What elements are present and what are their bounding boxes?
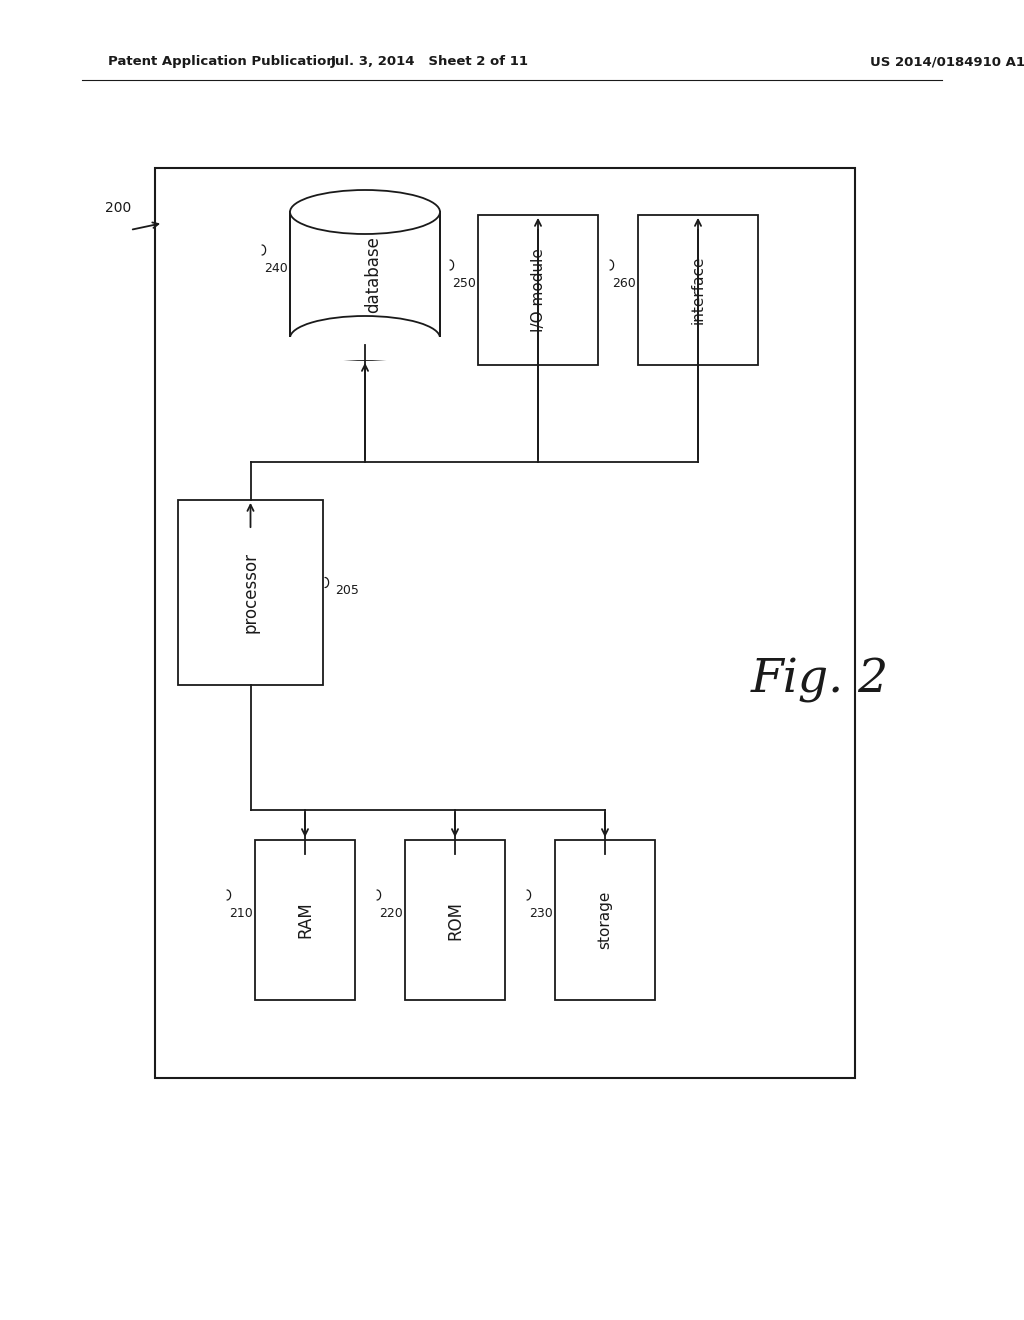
- Bar: [555, 840, 655, 1001]
- Text: processor: processor: [242, 552, 259, 634]
- Bar: [155, 168, 855, 1078]
- Ellipse shape: [290, 190, 440, 234]
- Bar: [478, 215, 598, 366]
- Text: Patent Application Publication: Patent Application Publication: [108, 55, 336, 69]
- Text: 230: 230: [529, 907, 553, 920]
- Text: 200: 200: [104, 201, 131, 215]
- Text: 260: 260: [612, 277, 636, 290]
- Text: database: database: [364, 236, 382, 313]
- Text: Fig. 2: Fig. 2: [751, 657, 889, 702]
- Text: 240: 240: [264, 261, 288, 275]
- Text: interface: interface: [690, 256, 706, 325]
- Text: I/O module: I/O module: [530, 248, 546, 331]
- Bar: [406, 840, 505, 1001]
- Text: RAM: RAM: [296, 902, 314, 939]
- Bar: [289, 337, 441, 360]
- Ellipse shape: [290, 315, 440, 360]
- Text: US 2014/0184910 A1: US 2014/0184910 A1: [870, 55, 1024, 69]
- Bar: [178, 500, 323, 685]
- Text: storage: storage: [597, 891, 612, 949]
- Text: 205: 205: [335, 585, 358, 598]
- Text: 210: 210: [229, 907, 253, 920]
- Text: 220: 220: [379, 907, 402, 920]
- Bar: [255, 840, 355, 1001]
- Bar: [290, 213, 440, 338]
- Text: ROM: ROM: [446, 900, 464, 940]
- Bar: [638, 215, 758, 366]
- Text: 250: 250: [452, 277, 476, 290]
- Text: Jul. 3, 2014   Sheet 2 of 11: Jul. 3, 2014 Sheet 2 of 11: [331, 55, 529, 69]
